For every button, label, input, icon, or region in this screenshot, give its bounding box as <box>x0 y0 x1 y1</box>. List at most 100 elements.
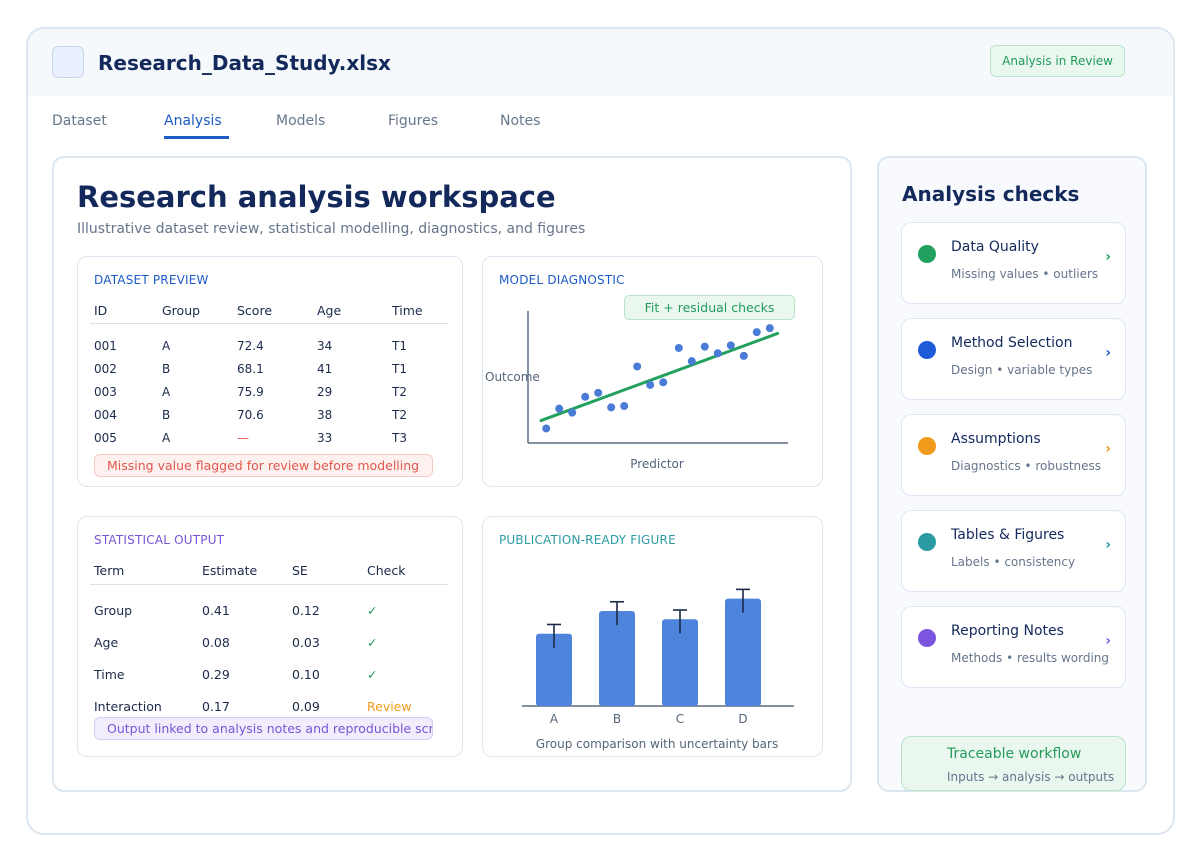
data-point <box>555 404 564 413</box>
file-title: Research_Data_Study.xlsx <box>98 51 391 75</box>
check-tables-figures[interactable]: Tables & Figures Labels • consistency › <box>901 510 1126 592</box>
checks-title: Analysis checks <box>902 182 1080 206</box>
traceable-workflow-card[interactable]: Traceable workflow Inputs → analysis → o… <box>901 736 1126 791</box>
tab-analysis[interactable]: Analysis <box>164 113 229 141</box>
data-point <box>594 388 603 397</box>
scatter-chart: Outcome Predictor <box>485 311 788 471</box>
table-cell: 29 <box>317 385 333 399</box>
data-point <box>752 328 761 337</box>
data-point <box>646 380 655 389</box>
check-title: Assumptions <box>951 431 1041 447</box>
missing-value-cell: — <box>237 431 249 445</box>
data-point <box>659 378 668 387</box>
data-point <box>687 357 696 366</box>
data-point <box>568 408 577 417</box>
analysis-checks-panel: Analysis checks Data Quality Missing val… <box>877 156 1147 792</box>
check-subtitle: Diagnostics • robustness <box>951 459 1102 473</box>
column-header: Group <box>162 303 201 318</box>
bar <box>725 598 761 706</box>
data-point <box>542 424 551 433</box>
table-cell: T3 <box>392 431 407 445</box>
column-header: ID <box>94 303 108 318</box>
divider <box>90 584 448 585</box>
chevron-right-icon: › <box>1105 345 1111 361</box>
table-cell: B <box>162 362 171 376</box>
bar-chart: A B C D Group comparison with uncertainty b… <box>522 588 794 751</box>
data-point <box>607 403 616 412</box>
tab-bar: Dataset Analysis Models Figures Notes <box>28 113 628 143</box>
data-point <box>620 402 629 411</box>
output-note: Output linked to analysis notes and repr… <box>94 717 433 740</box>
check-subtitle: Labels • consistency <box>951 555 1076 569</box>
tab-notes[interactable]: Notes <box>500 113 541 129</box>
fit-line <box>539 331 780 423</box>
table-cell: 33 <box>317 431 333 445</box>
panel-label: PUBLICATION-READY FIGURE <box>499 533 676 547</box>
data-point <box>726 341 735 350</box>
tab-models[interactable]: Models <box>276 113 326 129</box>
table-cell: 38 <box>317 408 333 422</box>
check-subtitle: Missing values • outliers <box>951 267 1099 281</box>
check-method-selection[interactable]: Method Selection Design • variable types… <box>901 318 1126 400</box>
table-cell: 004 <box>94 408 117 422</box>
y-axis-label: Outcome <box>485 370 540 384</box>
check-reporting-notes[interactable]: Reporting Notes Methods • results wordin… <box>901 606 1126 688</box>
table-cell: 0.08 <box>202 635 230 650</box>
column-header: Check <box>367 563 406 578</box>
bar <box>536 633 572 706</box>
table-cell: Time <box>94 667 125 682</box>
chevron-right-icon: › <box>1105 441 1111 457</box>
check-assumptions[interactable]: Assumptions Diagnostics • robustness › <box>901 414 1126 496</box>
table-cell: T1 <box>392 362 407 376</box>
table-cell: 34 <box>317 339 333 353</box>
bar <box>599 611 635 706</box>
check-title: Reporting Notes <box>951 623 1064 639</box>
divider <box>90 323 448 324</box>
x-tick-label: A <box>550 712 559 726</box>
check-title: Method Selection <box>951 335 1073 351</box>
table-cell: T1 <box>392 339 407 353</box>
data-point <box>633 362 642 371</box>
page-subtitle: Illustrative dataset review, statistical… <box>77 221 586 237</box>
workflow-subtitle: Inputs → analysis → outputs <box>947 770 1115 784</box>
table-cell: T2 <box>392 385 407 399</box>
file-icon <box>52 46 84 78</box>
tab-figures[interactable]: Figures <box>388 113 439 129</box>
table-cell: Group <box>94 603 133 618</box>
chevron-right-icon: › <box>1105 537 1111 553</box>
column-header: Time <box>392 303 423 318</box>
panel-label: STATISTICAL OUTPUT <box>94 533 225 547</box>
column-header: Score <box>237 303 273 318</box>
status-dot-icon <box>918 341 936 359</box>
status-dot-icon <box>918 245 936 263</box>
table-cell: B <box>162 408 171 422</box>
x-axis-label: Predictor <box>630 457 684 471</box>
check-data-quality[interactable]: Data Quality Missing values • outliers › <box>901 222 1126 304</box>
statistical-output-panel: STATISTICAL OUTPUT Term Estimate SE Chec… <box>77 516 463 757</box>
table-cell: 68.1 <box>237 362 264 376</box>
page-title: Research analysis workspace <box>77 180 556 214</box>
check-subtitle: Design • variable types <box>951 363 1093 377</box>
table-cell: 0.03 <box>292 635 320 650</box>
check-title: Data Quality <box>951 239 1039 255</box>
table-cell: 72.4 <box>237 339 264 353</box>
table-cell: 0.17 <box>202 699 230 714</box>
tab-dataset[interactable]: Dataset <box>52 113 107 129</box>
x-tick-label: D <box>738 712 747 726</box>
workspace-card: Research analysis workspace Illustrative… <box>52 156 852 792</box>
data-point <box>581 392 590 401</box>
x-tick-label: C <box>676 712 684 726</box>
chevron-right-icon: › <box>1105 633 1111 649</box>
diagnostic-badge: Fit + residual checks <box>624 295 795 320</box>
column-header: Estimate <box>202 563 258 578</box>
figure-panel: PUBLICATION-READY FIGURE A B C D Group comp… <box>482 516 823 757</box>
data-point <box>674 343 683 352</box>
table-cell: 0.09 <box>292 699 320 714</box>
title-bar: Research_Data_Study.xlsx Analysis in Rev… <box>28 29 1173 96</box>
column-header: SE <box>292 563 308 578</box>
table-cell: Interaction <box>94 699 162 714</box>
column-header: Age <box>317 303 342 318</box>
table-cell: 75.9 <box>237 385 264 399</box>
check-title: Tables & Figures <box>951 527 1065 543</box>
panel-label: MODEL DIAGNOSTIC <box>499 273 625 287</box>
